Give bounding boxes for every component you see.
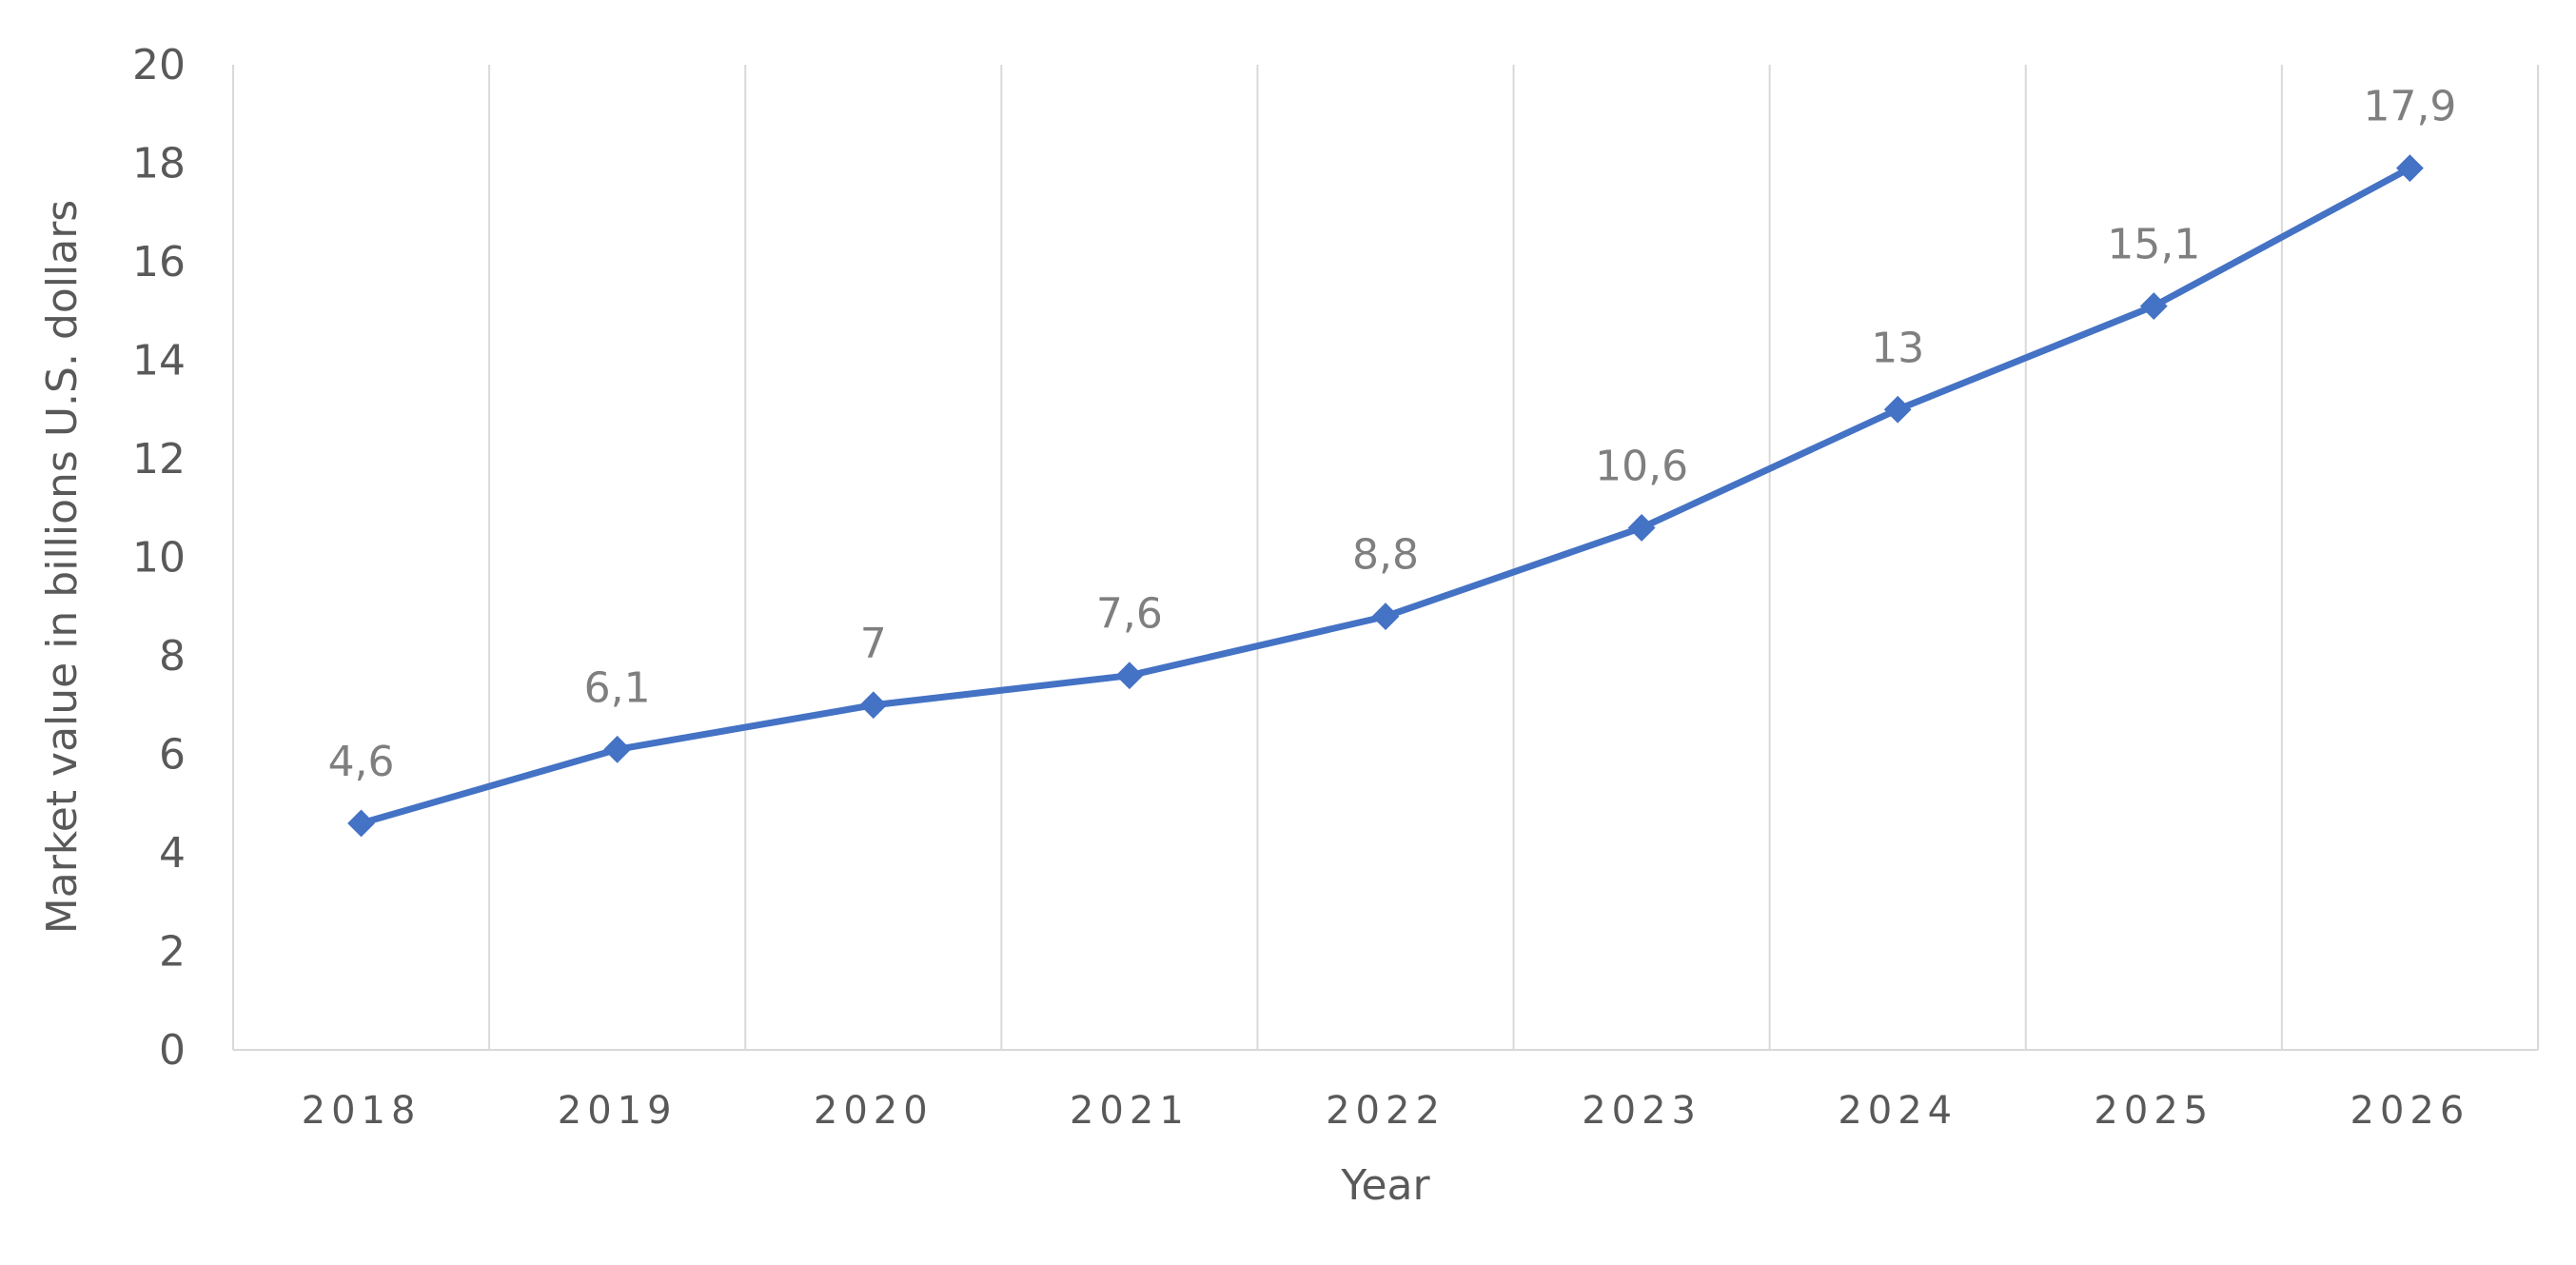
x-tick-label: 2025	[2094, 1089, 2213, 1133]
x-tick-label: 2018	[302, 1089, 422, 1133]
data-label: 7,6	[1096, 590, 1163, 639]
y-tick-label: 16	[132, 238, 186, 287]
data-labels: 4,6 6,1 7 7,6 8,8 10,6 13 15,1 17,9	[328, 83, 2457, 786]
data-point-marker	[1627, 514, 1656, 542]
y-tick-label: 12	[132, 435, 186, 484]
y-tick-label: 20	[132, 41, 186, 89]
data-label: 8,8	[1352, 531, 1419, 580]
y-tick-label: 2	[159, 928, 186, 977]
y-axis-title: Market value in billions U.S. dollars	[38, 200, 87, 934]
data-point-marker	[2396, 154, 2424, 183]
series-markers	[347, 154, 2424, 838]
x-tick-label: 2024	[1838, 1089, 1957, 1133]
x-axis-ticks: 2018 2019 2020 2021 2022 2023 2024 2025 2026	[302, 1089, 2470, 1133]
data-point-marker	[1115, 662, 1144, 690]
data-label: 7	[860, 620, 887, 668]
series-line-group	[358, 165, 2413, 827]
data-point-marker	[2139, 292, 2168, 320]
gridlines	[232, 65, 2539, 1050]
x-tick-label: 2021	[1070, 1089, 1190, 1133]
data-label: 4,6	[328, 738, 395, 786]
y-tick-label: 14	[132, 337, 186, 385]
data-point-marker	[1883, 395, 1912, 424]
x-tick-label: 2019	[558, 1089, 678, 1133]
data-point-marker	[859, 691, 888, 720]
data-label: 13	[1871, 324, 1924, 372]
x-tick-label: 2023	[1582, 1089, 1701, 1133]
y-tick-label: 10	[132, 534, 186, 583]
data-label: 17,9	[2363, 83, 2456, 131]
data-point-marker	[603, 735, 632, 763]
x-tick-label: 2020	[814, 1089, 934, 1133]
y-tick-label: 6	[159, 731, 186, 780]
y-tick-label: 0	[159, 1026, 186, 1075]
y-tick-label: 8	[159, 632, 186, 681]
data-point-marker	[347, 809, 375, 838]
data-label: 15,1	[2107, 221, 2200, 269]
y-tick-label: 18	[132, 140, 186, 188]
data-point-marker	[1371, 603, 1400, 631]
data-label: 6,1	[584, 663, 651, 712]
x-tick-label: 2026	[2350, 1089, 2470, 1133]
y-tick-label: 4	[159, 829, 186, 878]
x-tick-label: 2022	[1326, 1089, 1445, 1133]
data-label: 10,6	[1595, 442, 1688, 490]
series-line	[358, 165, 2413, 827]
y-axis-ticks: 0 2 4 6 8 10 12 14 16 18 20	[132, 41, 186, 1075]
x-axis-title: Year	[1340, 1161, 1430, 1210]
